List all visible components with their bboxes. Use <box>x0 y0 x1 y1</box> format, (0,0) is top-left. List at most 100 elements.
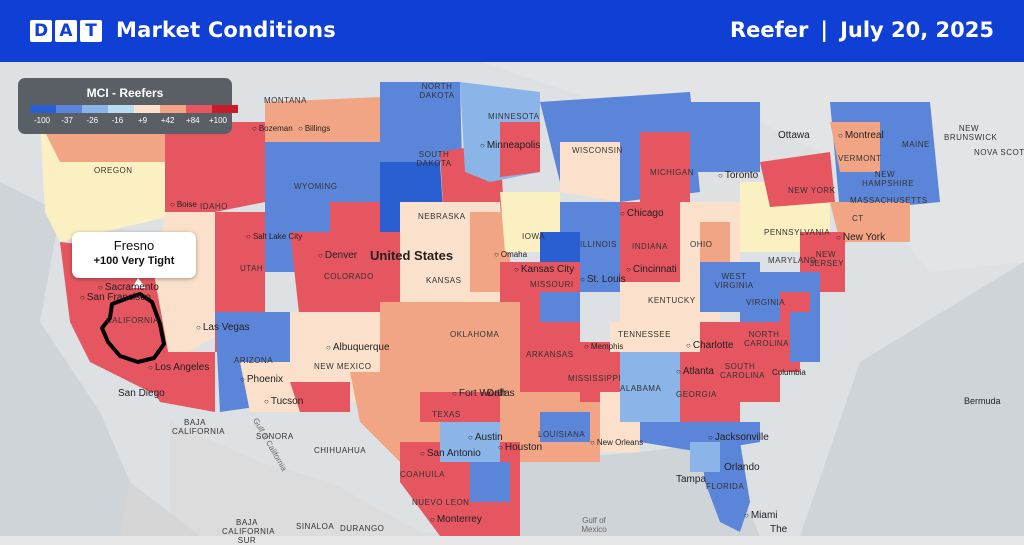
state-label: IOWA <box>522 232 546 241</box>
state-label: MARYLAND <box>768 256 817 265</box>
logo-letter: D <box>30 20 52 42</box>
city-label: Omaha <box>494 250 527 259</box>
water-label: Gulf of Mexico <box>581 516 607 534</box>
city-label: St. Louis <box>580 274 626 285</box>
market-callout[interactable]: Fresno +100 Very Tight <box>72 232 196 278</box>
legend-tick-label: +100 <box>208 116 228 125</box>
state-label: WYOMING <box>294 182 338 191</box>
city-label: San Diego <box>118 388 165 399</box>
legend-tick-label: +9 <box>138 116 148 125</box>
state-label: NUEVO LEON <box>412 498 470 507</box>
state-label: ARKANSAS <box>526 350 574 359</box>
date-label: July 20, 2025 <box>840 18 994 42</box>
state-label: MONTANA <box>264 96 307 105</box>
state-label: GEORGIA <box>676 390 717 399</box>
city-label: Memphis <box>584 342 623 351</box>
city-label: Houston <box>498 442 542 453</box>
dat-logo[interactable]: D A T <box>30 20 102 42</box>
state-label: TENNESSEE <box>618 330 671 339</box>
city-label: Sacramento <box>98 282 159 293</box>
page-title: Market Conditions <box>116 18 336 42</box>
state-label: WISCONSIN <box>572 146 623 155</box>
legend-tick-label: -26 <box>86 116 99 125</box>
city-label: Miami <box>744 510 778 521</box>
legend-tick-label: -100 <box>33 116 51 125</box>
city-label: Monterrey <box>430 514 482 525</box>
map-canvas <box>0 62 1024 536</box>
callout-value: +100 Very Tight <box>93 255 175 267</box>
city-label: Minneapolis <box>480 140 540 151</box>
state-label: NEW HAMPSHIRE <box>862 170 915 188</box>
state-label: CHIHUAHUA <box>314 446 367 455</box>
city-label: San Francisco <box>80 292 151 303</box>
state-label: KANSAS <box>426 276 462 285</box>
state-label: KENTUCKY <box>648 296 696 305</box>
city-label: Billings <box>298 124 330 133</box>
city-label: Las Vegas <box>196 322 250 333</box>
legend-tick-label: +84 <box>186 116 200 125</box>
city-label: Bermuda <box>964 396 1001 406</box>
city-label: San Antonio <box>420 448 481 459</box>
water-label: The <box>770 524 788 535</box>
state-label: CALIFORNIA <box>106 316 160 325</box>
state-label: COAHUILA <box>400 470 445 479</box>
state-label: OHIO <box>690 240 713 249</box>
state-label: UTAH <box>240 264 264 273</box>
equipment-label: Reefer <box>730 18 809 42</box>
state-label: NORTH DAKOTA <box>419 82 455 100</box>
state-label: DURANGO <box>340 524 385 533</box>
city-label: Charlotte <box>686 340 734 351</box>
state-label: NEW MEXICO <box>314 362 372 371</box>
country-label: United States <box>370 248 454 263</box>
header-separator: | <box>820 18 829 42</box>
legend-tick-label: -37 <box>61 116 73 125</box>
state-label: SONORA <box>256 432 294 441</box>
city-label: Jacksonville <box>708 432 769 443</box>
logo-letter: T <box>80 20 102 42</box>
legend-swatch <box>30 105 56 113</box>
state-label: MASSACHUSETTS <box>850 196 928 205</box>
city-label: Salt Lake City <box>246 232 302 241</box>
legend-color-bar <box>30 105 238 113</box>
city-label: Phoenix <box>240 374 283 385</box>
city-label: Austin <box>468 432 503 443</box>
city-label: New Orleans <box>590 438 643 447</box>
state-label: LOUISIANA <box>538 430 586 439</box>
city-label: Kansas City <box>514 264 574 275</box>
state-label: MINNESOTA <box>488 112 540 121</box>
city-label: Los Angeles <box>148 362 210 373</box>
city-label: Toronto <box>718 170 758 181</box>
legend-swatch <box>82 105 108 113</box>
state-label: VERMONT <box>838 154 882 163</box>
header-bar: D A T Market Conditions Reefer | July 20… <box>0 0 1024 62</box>
state-label: PENNSYLVANIA <box>764 228 831 237</box>
mci-map[interactable]: MONTANA NORTH DAKOTA MINNESOTA OREGON ID… <box>0 62 1024 545</box>
state-label: VIRGINIA <box>746 298 786 307</box>
city-label: Chicago <box>620 208 664 219</box>
city-label: Orlando <box>724 462 760 473</box>
city-label: Montreal <box>838 130 884 141</box>
state-label: NOVA SCOTIA <box>974 148 1024 157</box>
legend-swatch <box>56 105 82 113</box>
legend-title: MCI - Reefers <box>86 86 164 100</box>
state-label: MICHIGAN <box>650 168 694 177</box>
state-label: TEXAS <box>432 410 461 419</box>
state-label: BAJA CALIFORNIA SUR <box>222 518 276 545</box>
city-label: Columbia <box>772 368 806 377</box>
state-label: OKLAHOMA <box>450 330 500 339</box>
header-meta: Reefer | July 20, 2025 <box>730 18 994 42</box>
state-label: BAJA CALIFORNIA <box>172 418 226 436</box>
state-label: MAINE <box>902 140 930 149</box>
state-label: NEBRASKA <box>418 212 466 221</box>
city-label: Atlanta <box>676 366 714 377</box>
state-label: COLORADO <box>324 272 374 281</box>
legend-swatch <box>108 105 134 113</box>
logo-letter: A <box>55 20 77 42</box>
city-label: New York <box>836 232 885 243</box>
mci-legend: MCI - Reefers -100 -37 -26 -16 +9 +42 +84 +100 <box>18 78 238 134</box>
city-label: Denver <box>318 250 357 261</box>
state-label: CT <box>852 214 864 223</box>
city-label: Boise <box>170 200 197 209</box>
state-label: NEW JERSEY <box>810 250 845 268</box>
state-label: ALABAMA <box>620 384 662 393</box>
